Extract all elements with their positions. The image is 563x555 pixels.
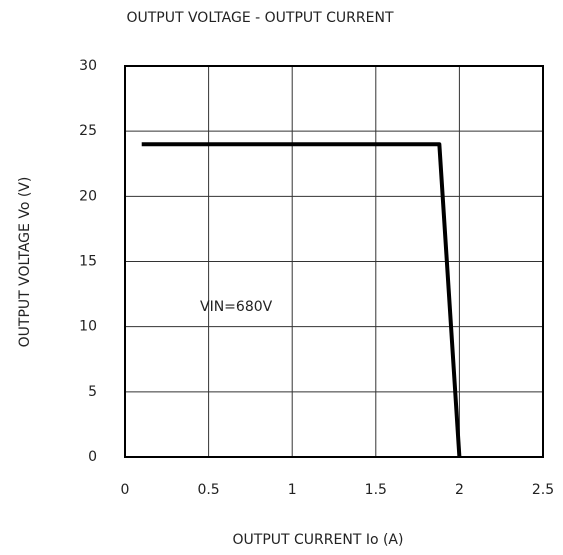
y-tick-label: 30 <box>79 58 97 74</box>
x-tick-label: 0 <box>121 482 130 498</box>
x-tick-label: 2 <box>455 482 464 498</box>
y-tick-label: 0 <box>88 449 97 465</box>
annotation: VIN=680V <box>200 299 273 315</box>
series-line <box>141 142 462 458</box>
x-tick-label: 2.5 <box>532 482 554 498</box>
x-tick-label: 0.5 <box>197 482 219 498</box>
x-axis-label: OUTPUT CURRENT Io (A) <box>233 532 404 548</box>
y-tick-label: 25 <box>79 123 97 139</box>
x-tick-label: 1.5 <box>365 482 387 498</box>
x-tick-label: 1 <box>288 482 297 498</box>
y-tick-label: 10 <box>79 319 97 335</box>
y-tick-label: 20 <box>79 188 97 204</box>
plot-border <box>124 65 544 458</box>
chart-title: OUTPUT VOLTAGE - OUTPUT CURRENT <box>126 10 393 26</box>
y-tick-label: 15 <box>79 254 97 270</box>
y-tick-label: 5 <box>88 384 97 400</box>
y-axis-label: OUTPUT VOLTAGE Vo (V) <box>17 177 33 348</box>
